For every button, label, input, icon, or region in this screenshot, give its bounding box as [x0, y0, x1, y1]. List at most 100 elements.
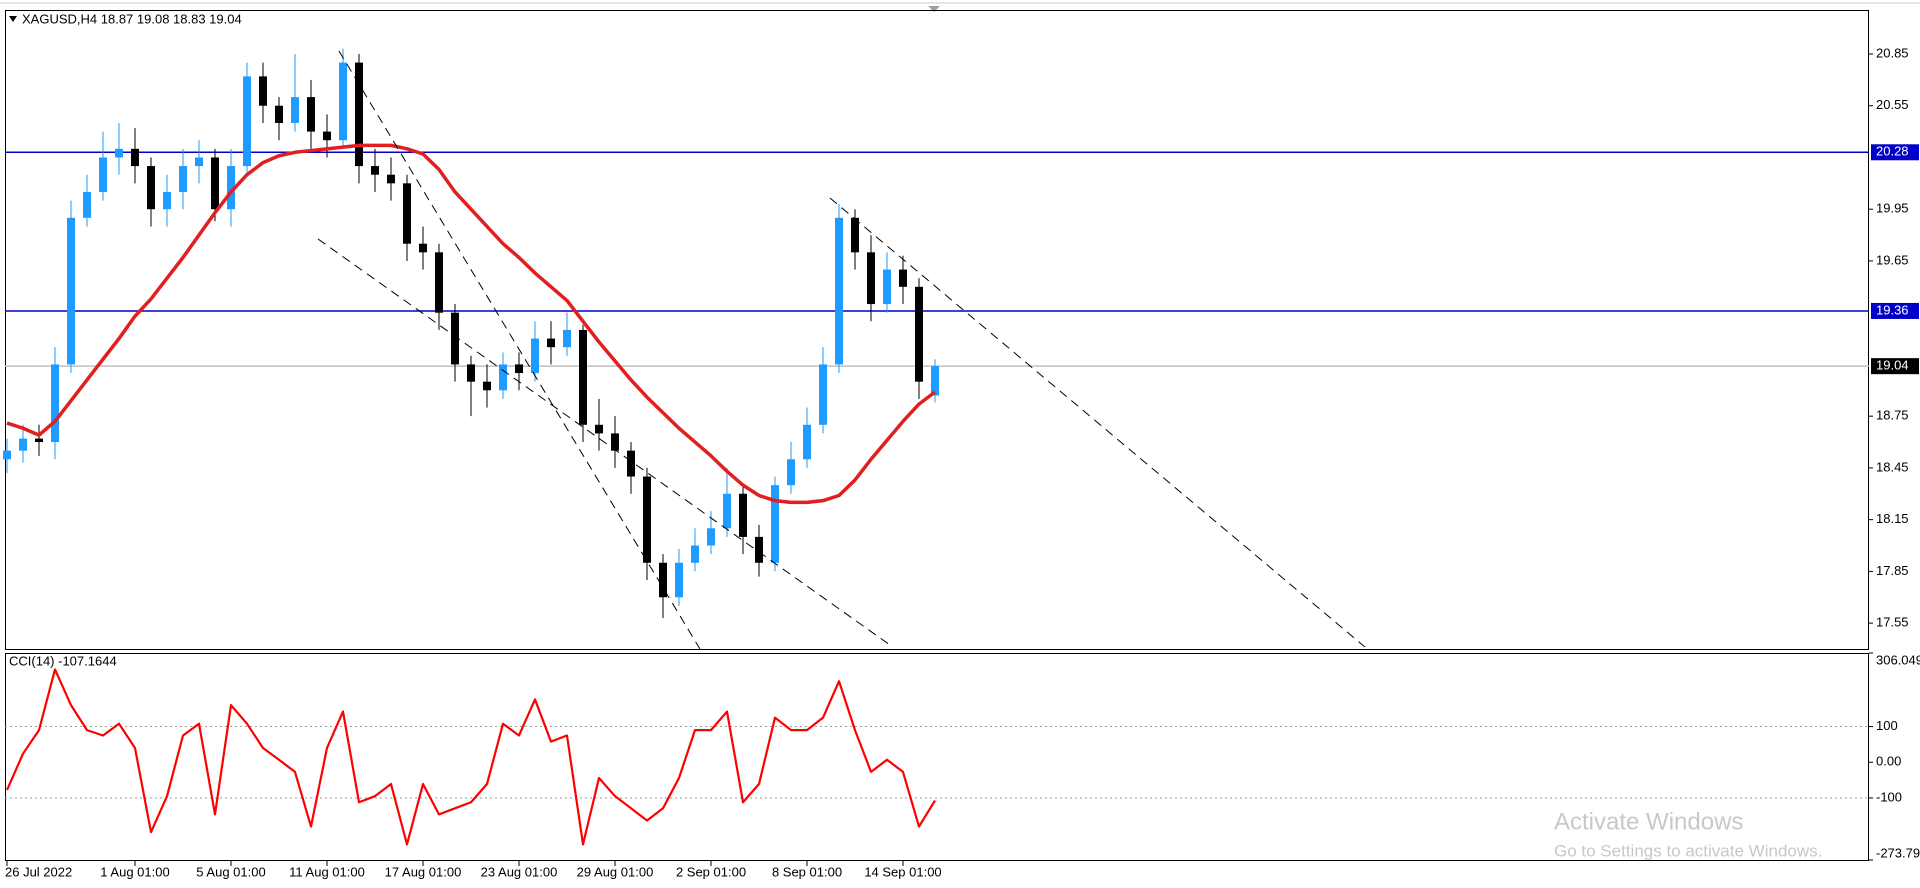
- candle-body: [163, 191, 171, 210]
- moving-average-line: [6, 143, 937, 505]
- indicator-line: [5, 668, 936, 846]
- trendlines: [317, 50, 1366, 650]
- candle-body: [19, 438, 27, 451]
- y-tick-label: 306.049: [1876, 652, 1920, 667]
- price-level-badge: [1871, 302, 1919, 319]
- candle-body: [131, 148, 139, 167]
- candle-body: [483, 381, 491, 391]
- candle-body: [387, 174, 395, 184]
- candle-body: [355, 62, 363, 167]
- cci-chart: [5, 668, 1869, 846]
- y-tick-label: 19.65: [1876, 252, 1909, 267]
- price-level-label: 19.36: [1876, 302, 1909, 317]
- y-tick-label: -273.796: [1876, 845, 1920, 860]
- y-tick-label: -100: [1876, 789, 1902, 804]
- candle-body: [707, 528, 715, 546]
- candle-body: [243, 76, 251, 167]
- price-level-label: 19.04: [1876, 358, 1909, 373]
- candle-body: [851, 217, 859, 253]
- y-tick-label: 18.45: [1876, 459, 1909, 474]
- main-plot-frame: [5, 10, 1869, 650]
- candle-body: [467, 364, 475, 382]
- candle-body: [35, 438, 43, 443]
- candle-body: [259, 76, 267, 106]
- y-tick-label: 20.85: [1876, 45, 1909, 60]
- candle-body: [435, 252, 443, 313]
- candle-body: [659, 562, 667, 598]
- candle-body: [179, 166, 187, 192]
- shift-marker[interactable]: [928, 6, 940, 12]
- candle-body: [563, 329, 571, 348]
- x-tick-label: 23 Aug 01:00: [481, 864, 558, 879]
- y-tick-label: 17.85: [1876, 563, 1909, 578]
- candle-body: [67, 217, 75, 365]
- candle-body: [515, 364, 523, 374]
- candle-body: [115, 148, 123, 158]
- candle-body: [3, 450, 11, 460]
- candle-body: [931, 366, 939, 396]
- y-tick-label: 18.75: [1876, 408, 1909, 423]
- x-tick-label: 14 Sep 01:00: [864, 864, 941, 879]
- candle-body: [787, 459, 795, 486]
- trendline[interactable]: [829, 197, 1366, 648]
- price-level-label: 20.28: [1876, 144, 1909, 159]
- y-tick-label: 17.55: [1876, 615, 1909, 630]
- candle-body: [627, 450, 635, 477]
- candle-body: [499, 364, 507, 391]
- y-tick-label: 0.00: [1876, 754, 1901, 769]
- candle-body: [451, 312, 459, 365]
- candle-body: [371, 166, 379, 175]
- price-level-badge: [1871, 144, 1919, 161]
- trendline[interactable]: [317, 238, 891, 646]
- price-level-badge: [1871, 358, 1919, 375]
- x-tick-label: 5 Aug 01:00: [196, 864, 265, 879]
- candle-body: [739, 493, 747, 537]
- title-triangle[interactable]: [9, 16, 17, 22]
- candle-body: [339, 62, 347, 141]
- candle-body: [419, 243, 427, 253]
- y-tick-label: 18.15: [1876, 511, 1909, 526]
- candle-body: [915, 286, 923, 382]
- candle-body: [803, 424, 811, 460]
- main-chart: [3, 48, 1869, 618]
- x-tick-label: 11 Aug 01:00: [289, 864, 365, 879]
- candle-body: [307, 97, 315, 132]
- candle-body: [579, 329, 587, 425]
- candle-body: [51, 364, 59, 443]
- candle-body: [899, 269, 907, 287]
- x-tick-label: 29 Aug 01:00: [577, 864, 654, 879]
- candle-body: [323, 131, 331, 141]
- candle-body: [147, 166, 155, 210]
- x-tick-label: 26 Jul 2022: [5, 864, 72, 879]
- indicator-title: CCI(14) -107.1644: [9, 653, 117, 668]
- candle-body: [83, 191, 91, 218]
- candle-body: [547, 338, 555, 348]
- candle-body: [595, 424, 603, 434]
- candle-body: [403, 183, 411, 244]
- y-tick-label: 100: [1876, 718, 1898, 733]
- x-tick-label: 17 Aug 01:00: [385, 864, 462, 879]
- candle-body: [835, 217, 843, 365]
- candle-body: [275, 105, 283, 123]
- watermark-title: Activate Windows: [1554, 808, 1743, 835]
- chart-title: XAGUSD,H4 18.87 19.08 18.83 19.04: [22, 11, 242, 26]
- x-tick-label: 1 Aug 01:00: [100, 864, 169, 879]
- candle-body: [771, 485, 779, 563]
- x-tick-label: 2 Sep 01:00: [676, 864, 746, 879]
- candle-body: [691, 545, 699, 563]
- candle-body: [611, 433, 619, 451]
- watermark-subtitle: Go to Settings to activate Windows.: [1554, 841, 1822, 860]
- y-tick-label: 19.95: [1876, 201, 1909, 216]
- candle-body: [675, 562, 683, 598]
- candle-body: [211, 157, 219, 210]
- cci-plot-frame: [5, 653, 1869, 861]
- candle-body: [723, 493, 731, 529]
- candle-body: [195, 157, 203, 167]
- y-tick-label: 20.55: [1876, 97, 1909, 112]
- trendline[interactable]: [338, 50, 701, 650]
- candle-body: [883, 269, 891, 305]
- candle-body: [643, 476, 651, 563]
- candle-body: [819, 364, 827, 425]
